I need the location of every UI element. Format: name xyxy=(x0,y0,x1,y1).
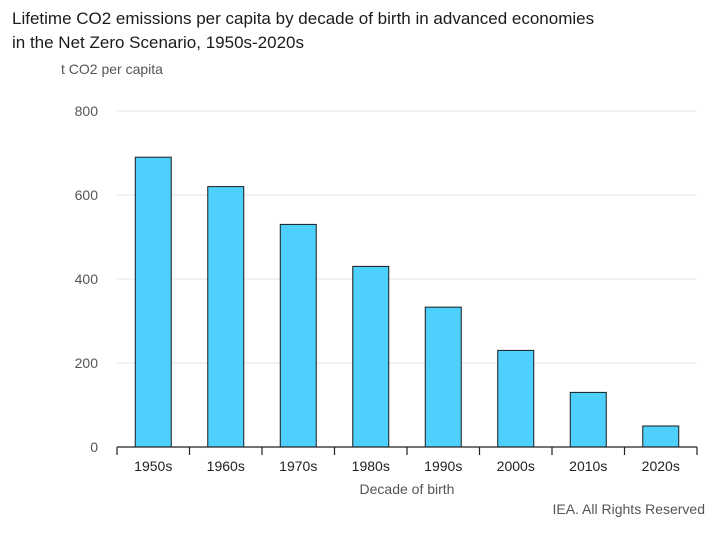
y-tick-label: 800 xyxy=(75,103,99,119)
x-tick-label: 2010s xyxy=(569,458,607,474)
source-credit: IEA. All Rights Reserved xyxy=(552,501,705,517)
bar-2000s xyxy=(497,349,535,448)
chart-title-line-1: Lifetime CO2 emissions per capita by dec… xyxy=(12,9,595,28)
y-tick-label: 200 xyxy=(75,355,99,371)
x-tick-label: 1950s xyxy=(134,458,172,474)
x-tick-label: 2020s xyxy=(642,458,680,474)
y-tick-label: 0 xyxy=(90,439,98,455)
x-tick-labels: 1950s 1960s 1970s 1980s 1990s 2000s 2010s 2020s xyxy=(134,458,680,474)
bar-1970s xyxy=(279,223,317,448)
x-axis xyxy=(116,446,698,455)
bar-1980s xyxy=(352,265,390,448)
y-tick-label: 400 xyxy=(75,271,99,287)
y-tick-label: 600 xyxy=(75,187,99,203)
bar-2020s xyxy=(642,425,680,448)
grid-lines xyxy=(117,110,697,364)
chart-title: Lifetime CO2 emissions per capita by dec… xyxy=(12,7,692,55)
bar-1990s xyxy=(424,306,462,448)
x-tick-label: 1960s xyxy=(207,458,245,474)
bar-1950s xyxy=(134,156,172,448)
chart-title-line-2: in the Net Zero Scenario, 1950s-2020s xyxy=(12,33,305,52)
x-tick-label: 1980s xyxy=(352,458,390,474)
y-axis-title: t CO2 per capita xyxy=(61,61,163,77)
x-axis-title: Decade of birth xyxy=(360,481,455,497)
x-tick-label: 2000s xyxy=(497,458,535,474)
bar-1960s xyxy=(207,186,245,448)
x-tick-label: 1970s xyxy=(279,458,317,474)
x-tick-label: 1990s xyxy=(424,458,462,474)
bars xyxy=(134,156,680,448)
bar-2010s xyxy=(569,391,607,448)
y-tick-labels: 0 200 400 600 800 xyxy=(75,103,99,455)
